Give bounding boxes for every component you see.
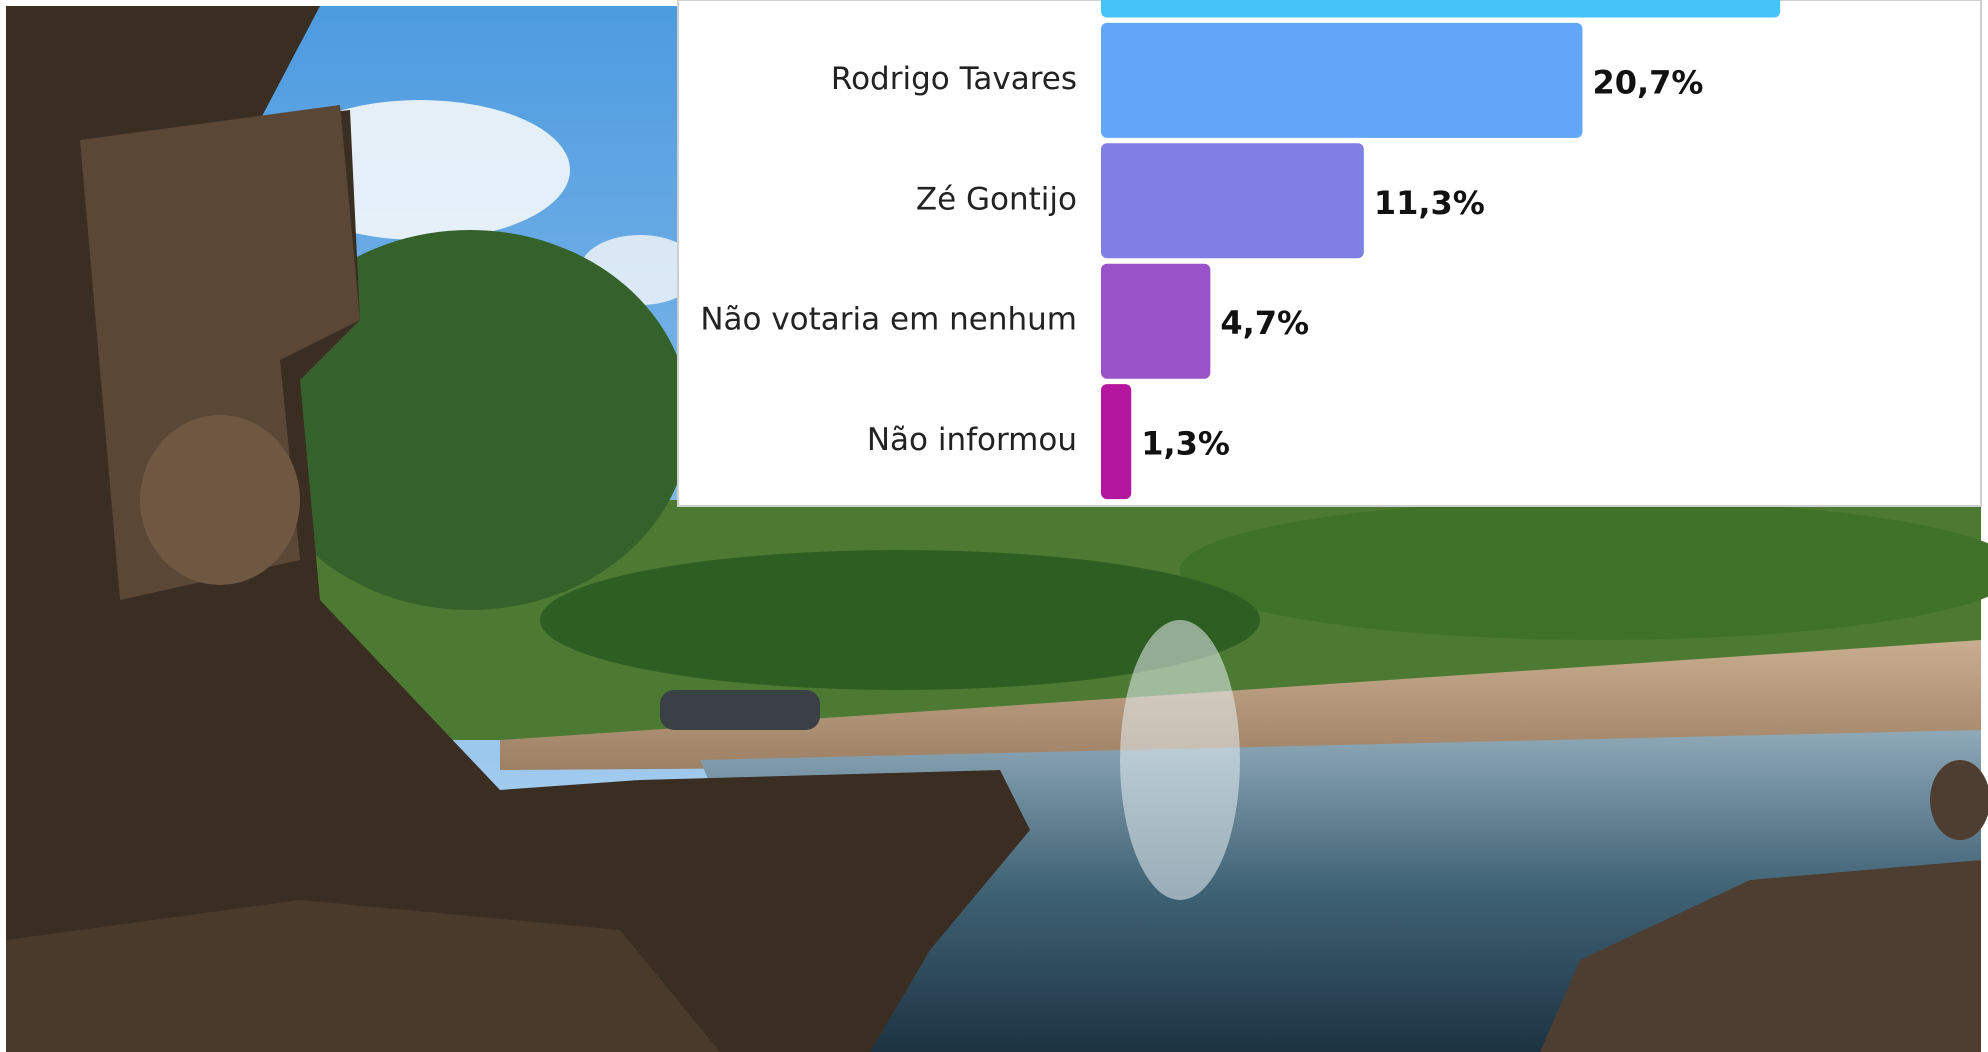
category-label: Não votaria em nenhum — [700, 302, 1077, 338]
bar — [1101, 22, 1583, 138]
bar — [1101, 0, 1781, 18]
bar — [1101, 384, 1132, 500]
bar — [1101, 263, 1211, 379]
value-label: 1,3% — [1141, 425, 1230, 463]
category-label: Rodrigo Tavares — [831, 61, 1077, 97]
chart: Rodrigo Tavares 20,7% Zé Gontijo 11,3% Não v… — [700, 0, 1781, 500]
value-label: 20,7% — [1592, 63, 1703, 101]
category-label: Não informou — [867, 422, 1077, 458]
value-label: 11,3% — [1374, 184, 1485, 222]
category-label: Zé Gontijo — [916, 181, 1077, 217]
bar — [1101, 143, 1364, 259]
value-label: 4,7% — [1220, 304, 1309, 342]
